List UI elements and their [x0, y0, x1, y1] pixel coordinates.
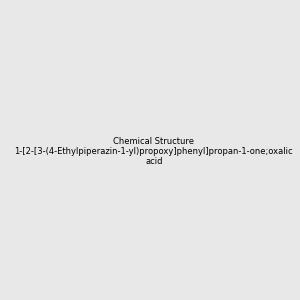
Text: Chemical Structure
1-[2-[3-(4-Ethylpiperazin-1-yl)propoxy]phenyl]propan-1-one;ox: Chemical Structure 1-[2-[3-(4-Ethylpiper…: [14, 136, 293, 166]
